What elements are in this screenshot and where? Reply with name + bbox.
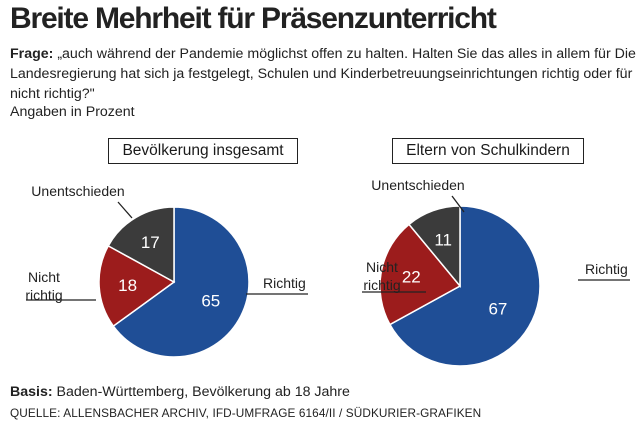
pie-2-slice-nicht-richtig	[379, 223, 462, 326]
pie-2-label-unentschieden: Unentschieden	[371, 177, 464, 193]
pie-2-slice-richtig	[388, 205, 541, 367]
question-text: Frage: „auch während der Pandemie möglic…	[10, 44, 636, 104]
chart-2-title: Eltern von Schulkindern	[392, 138, 584, 164]
pie-2-value-nicht-richtig: 22	[402, 268, 421, 287]
pie-1-value-richtig: 65	[201, 292, 220, 311]
unit-note: Angaben in Prozent	[10, 104, 135, 120]
pie-2-label-richtig: Richtig	[585, 261, 628, 277]
pie-1-slice-richtig	[112, 206, 250, 358]
page-title: Breite Mehrheit für Präsenzunterricht	[10, 2, 497, 35]
pie-1-value-nicht-richtig: 18	[118, 276, 137, 295]
pie-1-leader-unentschieden	[117, 201, 133, 219]
pie-1-slice-nicht-richtig	[98, 244, 176, 328]
basis-text: Baden-Württemberg, Bevölkerung ab 18 Jah…	[56, 384, 350, 400]
pie-2-value-unentschieden: 11	[434, 230, 452, 249]
question-body: „auch während der Pandemie möglichst off…	[10, 46, 636, 102]
basis-label: Basis:	[10, 384, 53, 400]
pie-2-label-nicht-richtig: Nicht richtig	[363, 259, 400, 293]
pie-2-value-richtig: 67	[488, 299, 507, 318]
chart-1-title: Bevölkerung insgesamt	[108, 138, 298, 164]
source-note: QUELLE: ALLENSBACHER ARCHIV, IFD-UMFRAGE…	[10, 406, 482, 420]
pie-1-label-richtig: Richtig	[263, 275, 306, 291]
pie-2-leader-unentschieden	[451, 195, 465, 213]
pie-1-value-unentschieden: 17	[141, 233, 160, 252]
pie-1-label-nicht-richtig: Nicht richtig	[25, 269, 62, 303]
question-label: Frage:	[10, 46, 54, 62]
pie-1-label-unentschieden: Unentschieden	[31, 183, 124, 199]
pie-1-slice-unentschieden	[107, 206, 175, 284]
basis-note: Basis: Baden-Württemberg, Bevölkerung ab…	[10, 384, 350, 400]
